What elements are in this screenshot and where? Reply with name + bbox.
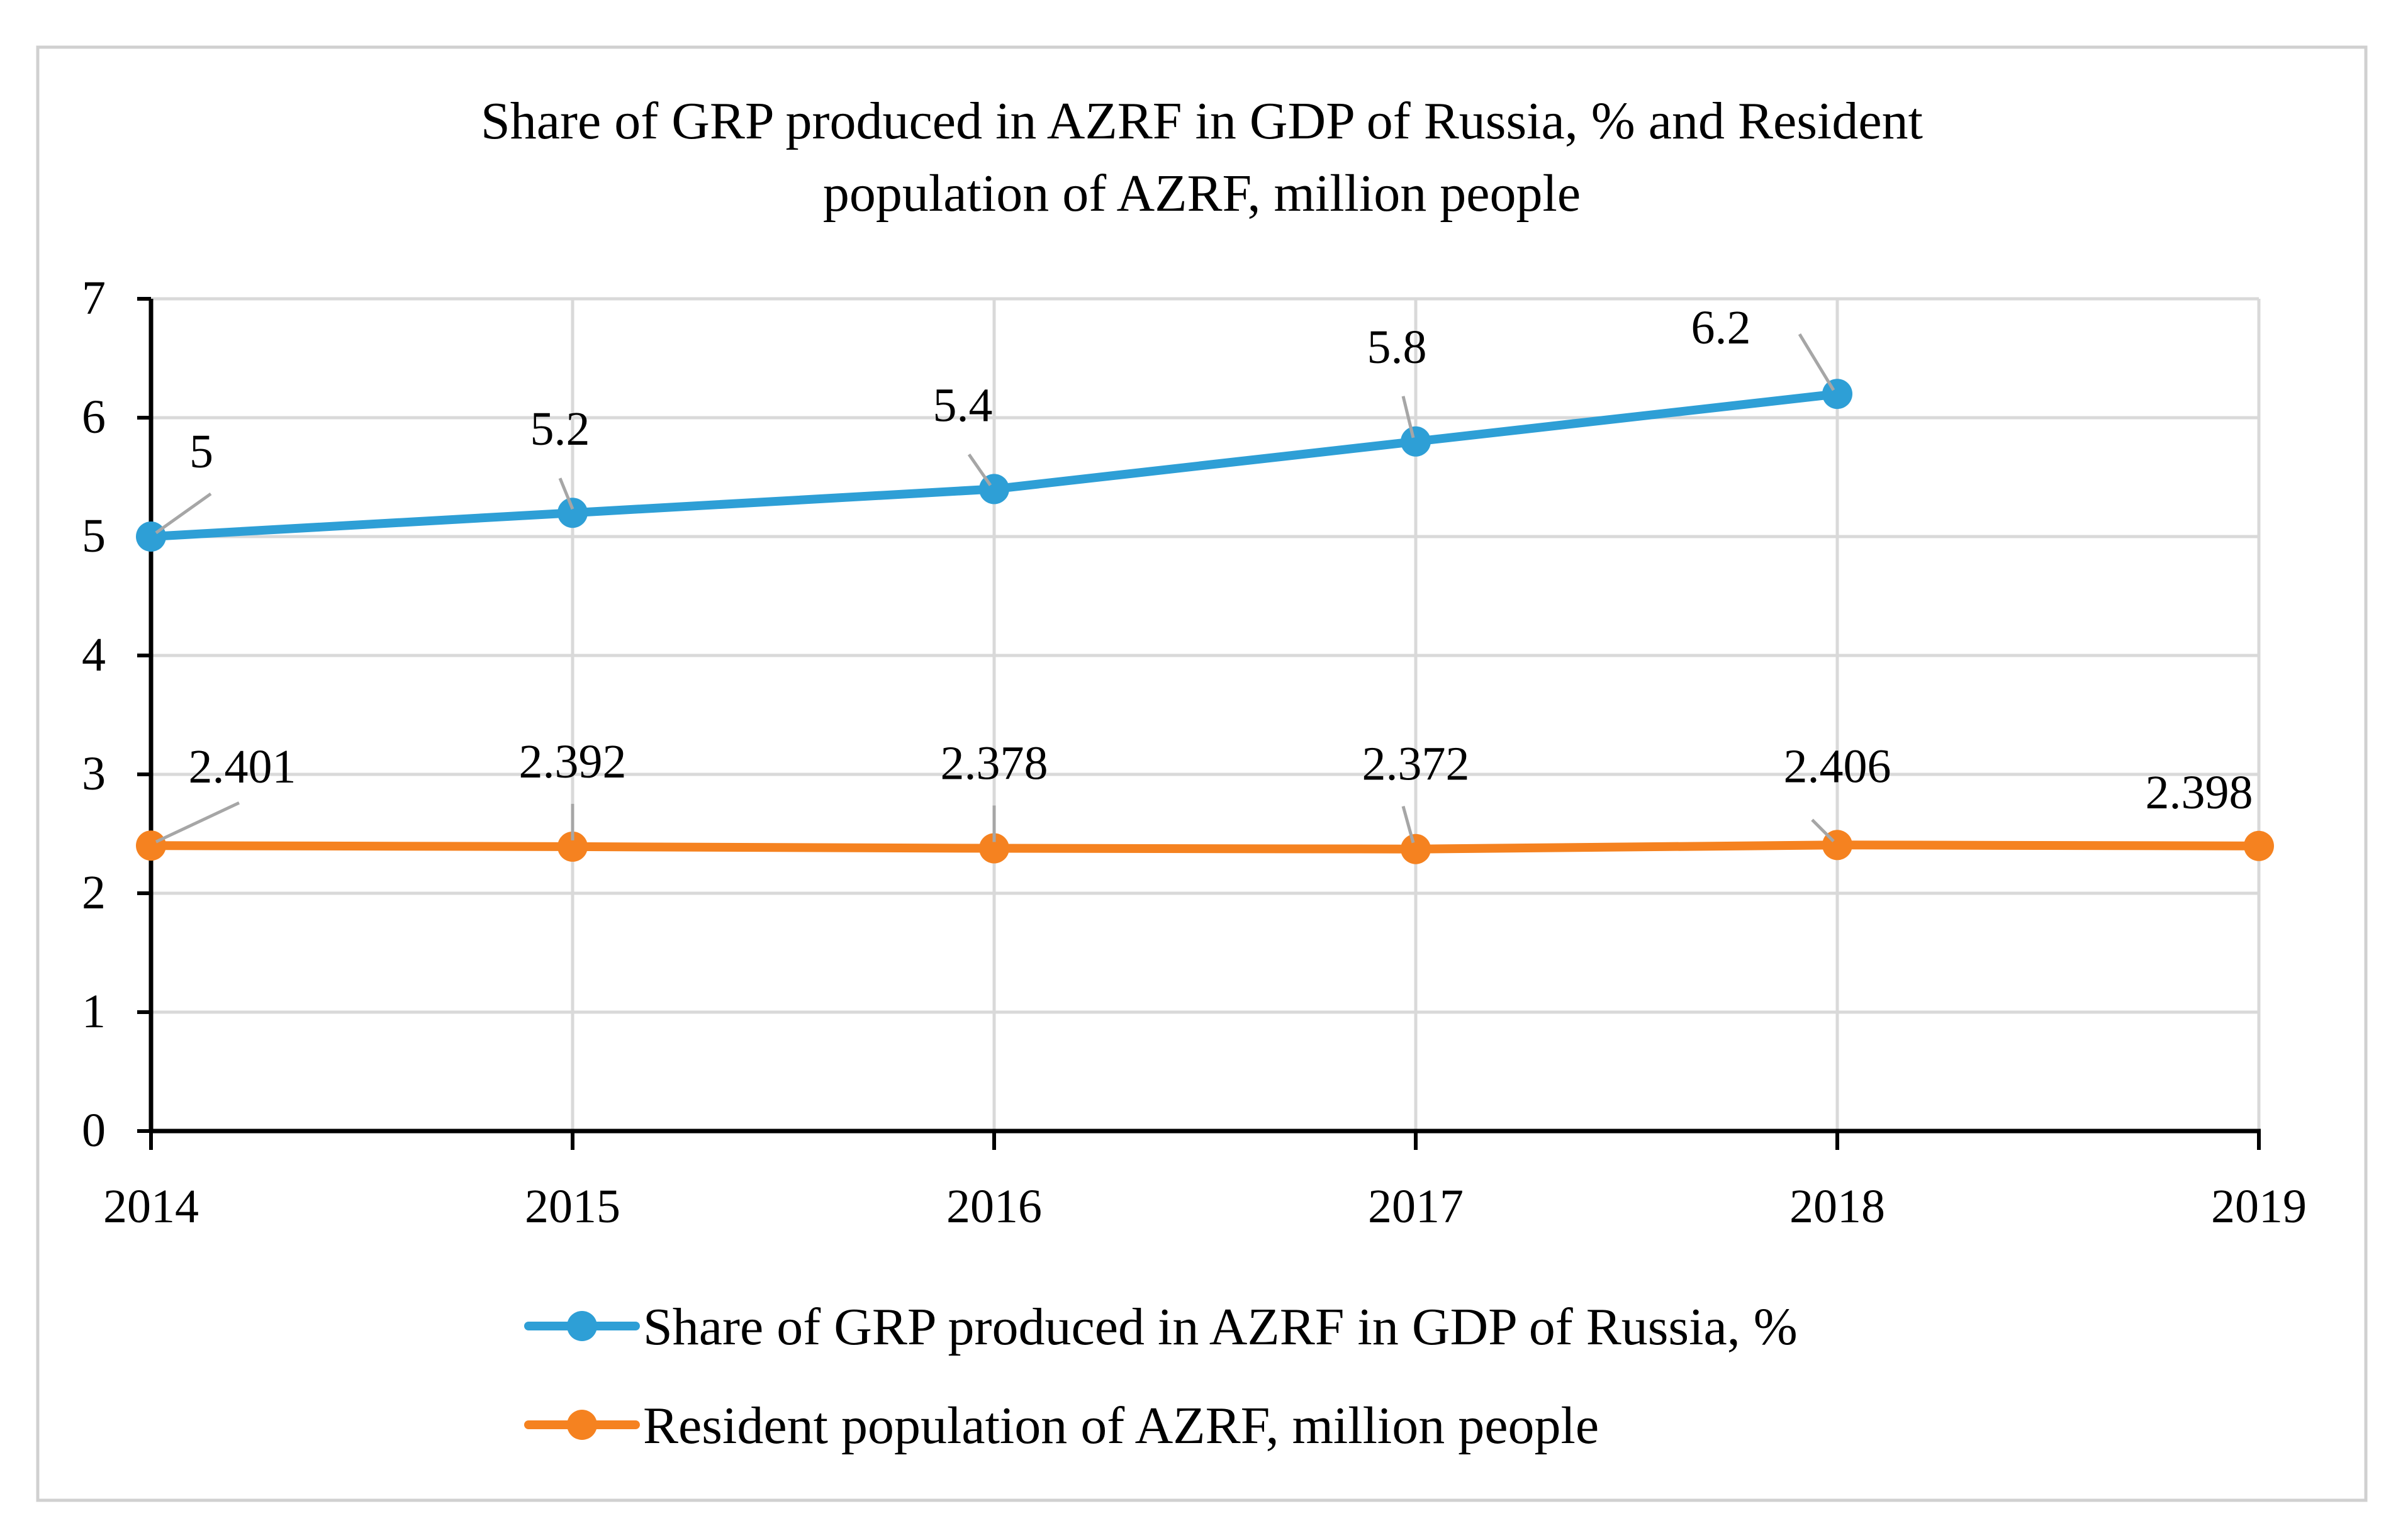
data-point bbox=[1401, 833, 1431, 864]
data-label-leader bbox=[558, 477, 574, 510]
y-tick-label: 1 bbox=[82, 985, 106, 1038]
axes bbox=[137, 297, 2261, 1150]
legend-swatch-marker bbox=[567, 1311, 597, 1341]
data-label: 2.392 bbox=[519, 735, 627, 788]
data-label-leader bbox=[155, 492, 212, 535]
x-tick-label: 2016 bbox=[946, 1180, 1042, 1233]
legend-item-grp-share[interactable]: Share of GRP produced in AZRF in GDP of … bbox=[524, 1298, 1798, 1356]
data-point bbox=[557, 498, 588, 528]
x-tick-label: 2018 bbox=[1789, 1180, 1885, 1233]
series-line bbox=[147, 840, 2263, 854]
y-tick-labels: 0 1 2 3 4 5 6 7 bbox=[82, 272, 106, 1157]
data-label: 5.4 bbox=[933, 379, 993, 432]
y-tick-label: 6 bbox=[82, 391, 106, 443]
y-tick-label: 3 bbox=[82, 747, 106, 800]
data-point bbox=[979, 833, 1009, 864]
legend-label-resident-population: Resident population of AZRF, million peo… bbox=[643, 1396, 1599, 1455]
data-label: 2.401 bbox=[189, 740, 296, 793]
series-layer bbox=[136, 379, 2274, 864]
data-label-leader bbox=[967, 453, 992, 486]
data-label-leader bbox=[1798, 333, 1835, 391]
data-label: 6.2 bbox=[1691, 301, 1751, 354]
y-tick-label: 7 bbox=[82, 272, 106, 325]
legend: Share of GRP produced in AZRF in GDP of … bbox=[524, 1298, 1798, 1455]
y-tick-label: 4 bbox=[82, 628, 106, 681]
y-tick-label: 2 bbox=[82, 866, 106, 919]
data-label-leader bbox=[1401, 396, 1415, 438]
data-label-leader bbox=[1811, 818, 1835, 843]
data-label: 2.406 bbox=[1784, 740, 1891, 793]
data-label: 5.2 bbox=[530, 403, 590, 455]
x-tick-labels: 2014 2015 2016 2017 2018 2019 bbox=[103, 1180, 2307, 1233]
data-labels: 5 5.2 5.4 5.8 6.2 2.401 2.392 2.378 2.372 2.406 2.… bbox=[155, 301, 2253, 844]
x-tick-label: 2014 bbox=[103, 1180, 199, 1233]
legend-swatch-marker bbox=[567, 1410, 597, 1440]
data-point bbox=[979, 474, 1009, 504]
x-tick-label: 2017 bbox=[1368, 1180, 1464, 1233]
data-label: 2.372 bbox=[1362, 738, 1470, 791]
data-label: 5.8 bbox=[1367, 321, 1427, 374]
y-tick-label: 5 bbox=[82, 510, 106, 562]
data-point bbox=[1822, 379, 1852, 410]
chart-title-line-1: Share of GRP produced in AZRF in GDP of … bbox=[481, 92, 1923, 150]
data-label-leader bbox=[155, 801, 240, 844]
data-point bbox=[557, 831, 588, 862]
data-label: 2.378 bbox=[941, 737, 1048, 790]
data-point bbox=[1401, 426, 1431, 457]
chart-title-line-2: population of AZRF, million people bbox=[823, 164, 1581, 223]
data-point bbox=[2244, 830, 2274, 861]
x-tick-label: 2019 bbox=[2211, 1180, 2307, 1233]
y-tick-label: 0 bbox=[82, 1104, 106, 1157]
data-point bbox=[136, 830, 166, 861]
data-label: 5 bbox=[189, 425, 213, 478]
x-tick-label: 2015 bbox=[525, 1180, 620, 1233]
data-label: 2.398 bbox=[2146, 766, 2253, 819]
legend-item-resident-population[interactable]: Resident population of AZRF, million peo… bbox=[524, 1396, 1599, 1455]
data-label-leader bbox=[1401, 806, 1415, 844]
legend-label-grp-share: Share of GRP produced in AZRF in GDP of … bbox=[643, 1298, 1798, 1356]
data-point bbox=[136, 521, 166, 552]
